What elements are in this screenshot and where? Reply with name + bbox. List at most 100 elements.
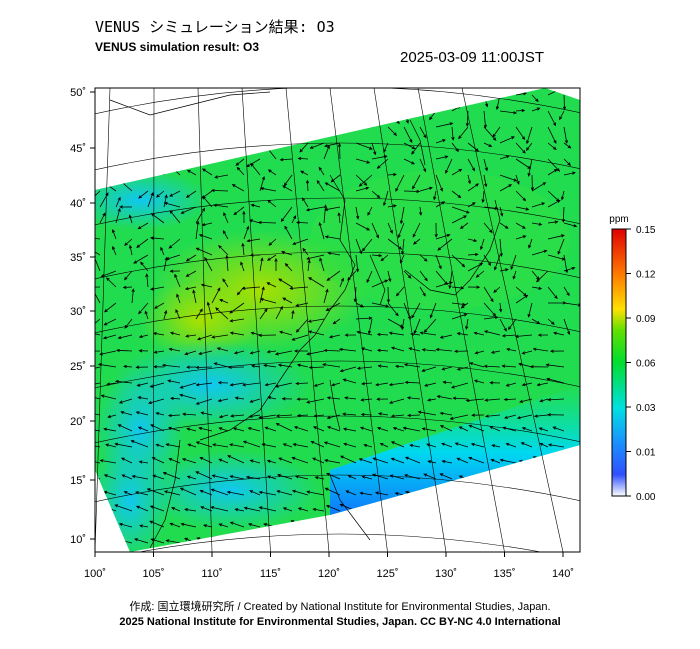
wind-arrow [521, 382, 533, 387]
wind-arrow [356, 366, 373, 370]
wind-arrow [353, 286, 357, 303]
wind-arrow [424, 382, 437, 387]
wind-arrow [153, 365, 165, 369]
wind-arrow [527, 158, 533, 177]
wind-arrow [531, 202, 546, 208]
wind-arrow [399, 254, 405, 264]
parallel [95, 251, 580, 280]
wind-arrow [137, 222, 149, 230]
wind-arrow [427, 460, 437, 464]
wind-arrow [552, 426, 565, 432]
wind-arrow [418, 489, 437, 496]
wind-arrow [337, 212, 341, 224]
wind-arrow [293, 426, 309, 432]
wind-arrow [355, 302, 365, 308]
graticule [95, 88, 580, 552]
wind-arrow [531, 249, 548, 256]
wind-arrow [392, 539, 405, 544]
wind-arrow [323, 144, 330, 160]
wind-arrow [339, 277, 344, 288]
wind-arrow [293, 349, 308, 353]
wind-arrow [227, 365, 245, 369]
wind-arrow [225, 254, 229, 272]
wind-arrow [563, 171, 576, 176]
wind-arrow [395, 174, 405, 192]
colorbar-label: 0.06 [636, 359, 656, 370]
wind-arrow [390, 521, 405, 528]
wind-arrow [277, 363, 293, 368]
wind-arrow [194, 153, 213, 160]
wind-arrow [521, 350, 533, 355]
wind-arrow [251, 94, 261, 99]
wind-arrow [547, 199, 561, 208]
wind-arrow [437, 238, 453, 251]
wind-arrow [467, 505, 485, 512]
wind-arrow [195, 220, 200, 240]
wind-arrow [245, 475, 261, 480]
wind-arrow [153, 135, 165, 144]
wind-arrow [198, 350, 213, 355]
wind-arrow [163, 490, 181, 496]
wind-arrow [342, 412, 357, 416]
wind-arrow [499, 458, 517, 464]
lat-label: 40˚ [70, 198, 86, 210]
wind-arrow [195, 133, 213, 144]
wind-arrow [212, 443, 229, 448]
wind-arrow [549, 538, 565, 544]
wind-arrow [499, 268, 509, 272]
wind-arrow [521, 523, 533, 528]
wind-arrow [144, 126, 149, 144]
wind-arrow [99, 163, 105, 176]
wind-arrow [324, 487, 341, 496]
wind-arrow [420, 506, 437, 512]
wind-arrow [267, 396, 277, 400]
wind-arrow [377, 364, 389, 368]
wind-arrow [419, 254, 428, 262]
wind-arrow [97, 363, 117, 368]
wind-arrow [168, 347, 181, 352]
wind-arrow [403, 158, 416, 165]
wind-arrow [483, 142, 493, 147]
wind-arrow [483, 254, 491, 266]
wind-arrow [367, 206, 373, 216]
wind-arrow [387, 110, 400, 125]
wind-arrow [150, 538, 165, 544]
wind-arrow [185, 270, 197, 277]
wind-arrow [121, 474, 133, 480]
wind-arrow [323, 288, 329, 304]
wind-arrow [95, 285, 101, 290]
wind-arrow [547, 126, 557, 144]
wind-arrow [562, 94, 567, 111]
wind-arrow [435, 174, 443, 192]
wind-arrow [187, 142, 197, 152]
wind-arrow [219, 299, 229, 304]
wind-arrow [242, 210, 246, 224]
wind-arrow [507, 540, 517, 544]
wind-arrow [229, 331, 245, 336]
wind-arrow [138, 460, 149, 464]
wind-arrow [521, 540, 533, 544]
wind-arrow [210, 506, 229, 512]
ozone-field [95, 88, 580, 552]
wind-arrow [340, 536, 357, 544]
wind-arrow [371, 222, 379, 239]
wind-arrow [499, 206, 504, 217]
wind-arrow [552, 491, 565, 496]
wind-arrow [387, 302, 399, 317]
wind-arrow [515, 142, 526, 154]
wind-arrow [275, 88, 284, 96]
wind-arrow [211, 334, 229, 339]
wind-arrow [438, 491, 453, 496]
wind-arrow [168, 458, 181, 464]
wind-arrow [347, 475, 357, 480]
wind-arrow [179, 382, 197, 389]
wind-arrow [483, 330, 501, 336]
wind-arrow [459, 491, 469, 496]
wind-arrow [459, 222, 469, 229]
wind-arrow [106, 94, 117, 102]
wind-arrow [361, 382, 373, 386]
wind-arrow [411, 142, 421, 155]
wind-arrow [426, 443, 437, 448]
wind-arrow [234, 396, 245, 400]
